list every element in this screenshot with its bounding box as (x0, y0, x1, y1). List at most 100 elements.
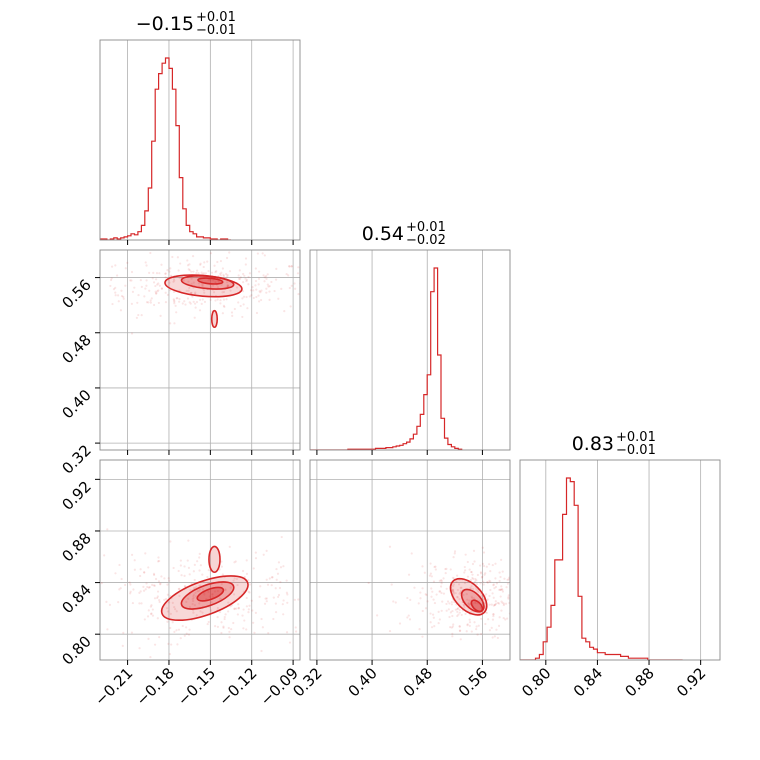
scatter-point (179, 564, 182, 567)
scatter-point (157, 289, 160, 292)
scatter-point (187, 268, 190, 271)
scatter-point (124, 284, 127, 287)
scatter-point (216, 286, 219, 289)
scatter-point (226, 283, 229, 287)
scatter-point (458, 611, 461, 614)
scatter-point (529, 596, 531, 598)
scatter-point (207, 620, 210, 624)
x-tick-label-0-1: −0.18 (133, 664, 178, 709)
scatter-point (462, 604, 466, 607)
scatter-point (542, 593, 544, 595)
scatter-point (260, 289, 263, 292)
scatter-point (218, 610, 222, 614)
scatter-point (198, 569, 201, 572)
scatter-point (122, 631, 125, 635)
contour-level-0 (449, 577, 488, 616)
scatter-point (114, 572, 117, 575)
scatter-point (149, 612, 153, 616)
scatter-point (459, 586, 462, 589)
scatter-point (187, 280, 190, 283)
scatter-point (488, 629, 492, 632)
scatter-point (192, 595, 195, 598)
scatter-point (149, 251, 152, 255)
scatter-point (290, 265, 293, 268)
scatter-point (245, 628, 248, 631)
scatter-point (252, 296, 255, 300)
scatter-point (92, 637, 94, 639)
scatter-point (254, 557, 258, 560)
scatter-point (138, 602, 141, 605)
scatter-point (206, 575, 209, 579)
scatter-point (222, 304, 225, 307)
scatter-point (142, 585, 145, 588)
scatter-point (192, 609, 195, 612)
scatter-point (293, 282, 296, 285)
scatter-point (255, 661, 257, 663)
scatter-point (524, 595, 526, 597)
diag-title-1: 0.54 +0.01−0.02 (362, 220, 446, 248)
scatter-point (158, 272, 161, 275)
scatter-point (232, 579, 235, 582)
scatter-point (93, 304, 95, 306)
scatter-point (255, 311, 259, 315)
scatter-point (456, 589, 459, 592)
scatter-point (440, 591, 443, 595)
scatter-point (463, 571, 466, 574)
scatter-point (192, 281, 195, 284)
scatter-point (210, 609, 213, 612)
scatter-point (118, 563, 121, 567)
scatter-point (506, 617, 509, 620)
scatter-point (117, 294, 120, 297)
scatter-point (155, 272, 159, 275)
scatter-point (290, 284, 293, 287)
scatter-point (223, 305, 226, 308)
scatter-point (178, 594, 181, 598)
scatter-point (231, 314, 234, 317)
scatter-point (122, 297, 125, 300)
scatter-point (140, 314, 143, 317)
scatter-point (207, 279, 210, 282)
scatter-point (275, 267, 278, 270)
y-tick-label-2-1: 0.84 (58, 581, 94, 617)
scatter-point (423, 571, 426, 574)
scatter-point (145, 301, 149, 304)
scatter-point (95, 283, 97, 285)
scatter-point (207, 590, 210, 593)
scatter-point (430, 587, 433, 590)
title-median-2: 0.83 (572, 433, 614, 455)
scatter-point (448, 602, 451, 605)
scatter-point (268, 290, 271, 293)
contour-level-1 (180, 275, 235, 290)
scatter-point (237, 607, 240, 610)
scatter-point (166, 583, 169, 586)
scatter-point (192, 586, 196, 590)
scatter-point (245, 278, 249, 281)
scatter-point (89, 610, 91, 612)
scatter-point (97, 264, 99, 266)
scatter-point (438, 579, 441, 582)
scatter-point (170, 274, 173, 277)
scatter-point (173, 322, 176, 325)
scatter-point (215, 270, 218, 273)
scatter-point (288, 641, 292, 644)
scatter-point (237, 274, 240, 277)
scatter-point (282, 599, 285, 602)
y-tick-label-2-0: 0.80 (58, 632, 94, 668)
scatter-point (468, 621, 472, 624)
scatter-point (274, 602, 277, 605)
scatter-point (482, 564, 486, 568)
scatter-point (145, 582, 148, 585)
scatter-point (236, 583, 239, 587)
scatter-point (229, 289, 232, 292)
scatter-point (515, 602, 517, 604)
scatter-point (480, 572, 483, 575)
scatter-point (268, 285, 271, 288)
scatter-point (452, 577, 456, 580)
scatter-point (247, 283, 250, 286)
scatter-point (388, 545, 392, 548)
scatter-point (216, 298, 219, 301)
scatter-point (445, 567, 448, 570)
scatter-point (262, 274, 265, 277)
scatter-point (520, 617, 522, 619)
scatter-point (205, 597, 208, 601)
